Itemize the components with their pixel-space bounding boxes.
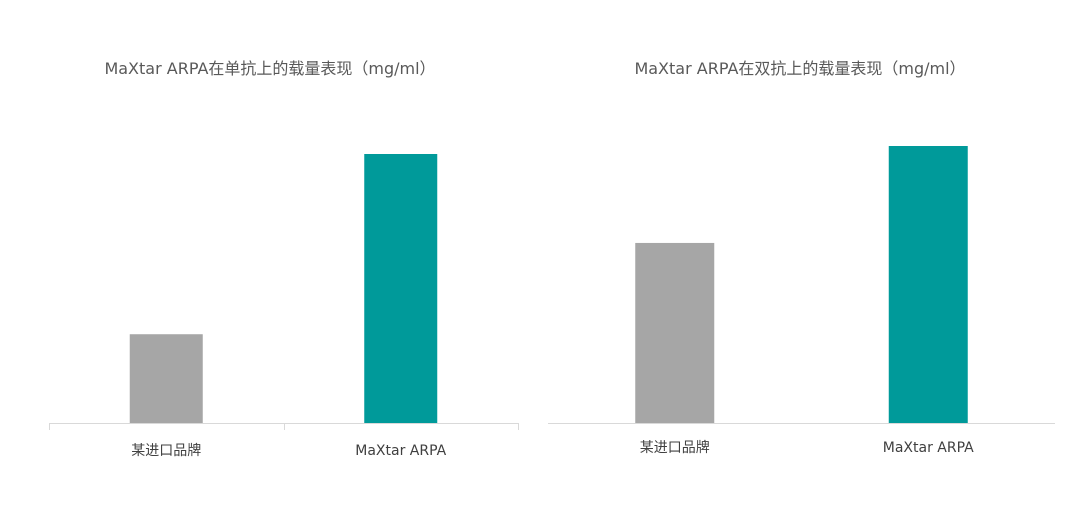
bar-maxtar-arpa — [888, 146, 968, 423]
chart-title: MaXtar ARPA在单抗上的载量表现（mg/ml） — [104, 59, 435, 78]
x-tick-label: 某进口品牌 — [640, 439, 710, 456]
bar-imported-brand — [129, 334, 203, 423]
chart-title: MaXtar ARPA在双抗上的载量表现（mg/ml） — [634, 59, 965, 78]
x-tick-label: MaXtar ARPA — [355, 443, 446, 459]
x-tick-label: MaXtar ARPA — [883, 440, 974, 456]
bar-imported-brand — [635, 242, 715, 423]
bar-maxtar-arpa — [364, 154, 438, 423]
x-tick-label: 某进口品牌 — [131, 442, 201, 459]
